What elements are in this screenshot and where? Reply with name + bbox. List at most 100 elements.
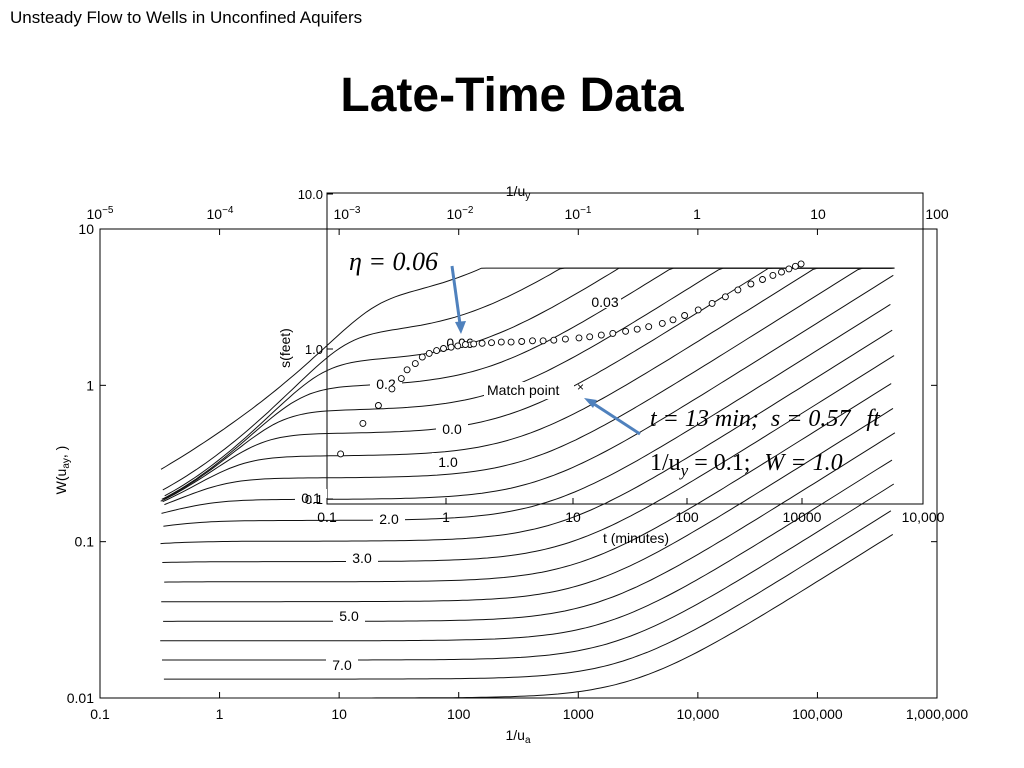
observed-point — [778, 268, 785, 276]
curve-label-bg — [436, 420, 468, 435]
observed-point — [497, 338, 505, 346]
main-x-tick-label: 1,000,000 — [906, 706, 968, 722]
type-curve-line — [162, 355, 895, 563]
observed-point — [759, 276, 766, 283]
overlay-axes: 0.1 1 10 100 10000 10,0000.11.010.0 — [298, 187, 945, 525]
observed-point — [622, 327, 630, 335]
curve-label-bg — [346, 549, 378, 564]
curve-label-bg — [333, 607, 365, 622]
main-y-tick-label: 0.01 — [67, 690, 94, 706]
main-axes: 0.1 1 10 100 1000 10,000 100,000 1,000,0000.010… — [67, 205, 969, 722]
eta-arrow-head — [455, 321, 466, 334]
observed-point — [769, 271, 777, 279]
observed-point — [791, 262, 799, 270]
type-curve-line — [164, 383, 892, 583]
match-point-marker: × — [577, 380, 584, 394]
curve-label-bg — [295, 489, 327, 504]
top-x-tick-label: 10 — [810, 206, 826, 222]
observed-point — [597, 331, 605, 339]
overlay-x-axis-title: t (minutes) — [603, 530, 669, 546]
overlay-y-tick-label: 10.0 — [298, 187, 323, 202]
type-curve-line — [160, 267, 893, 470]
overlay-x-tick-label: 10000 — [783, 509, 822, 525]
observed-point — [507, 338, 515, 346]
observed-point — [461, 341, 469, 349]
observed-point — [721, 293, 729, 301]
observed-point — [388, 385, 396, 393]
type-curve-line — [160, 267, 893, 502]
overlay-y-tick-label: 0.1 — [305, 492, 323, 507]
observed-point — [411, 360, 419, 368]
top-x-tick-label: 10−5 — [87, 205, 114, 222]
curve-label: 3.0 — [352, 550, 372, 566]
top-x-axis-title: 1/uy — [506, 183, 530, 202]
main-plot-frame — [99, 228, 938, 699]
observed-point — [518, 338, 526, 345]
main-y-tick-label: 0.1 — [75, 534, 95, 550]
observed-point — [561, 335, 569, 343]
curve-label: 7.0 — [332, 657, 352, 673]
match-point-label: Match point — [487, 382, 559, 398]
observed-point — [447, 343, 455, 351]
curve-label: 2.0 — [379, 511, 399, 527]
observed-point — [397, 375, 405, 383]
type-curve-line — [162, 267, 895, 503]
type-curve-line — [180, 533, 894, 699]
top-x-tick-label: 1 — [693, 206, 701, 222]
observed-point — [529, 337, 536, 345]
main-y-tick-label: 10 — [78, 221, 94, 237]
observed-point — [470, 340, 478, 348]
top-x-tick-label: 100 — [925, 206, 949, 222]
observed-drawdown-points — [337, 260, 805, 458]
overlay-y-axis-title: s(feet) — [277, 328, 293, 368]
observed-point — [633, 325, 641, 333]
main-x-tick-label: 1000 — [563, 706, 594, 722]
overlay-x-tick-label: 0.1 — [317, 509, 337, 525]
observed-point — [669, 316, 677, 324]
match-u-annotation: 1/uy = 0.1; W = 1.0 — [650, 450, 843, 480]
observed-point — [575, 334, 583, 342]
curve-labels: 0.030.060.20.01.00.12.03.05.07.0 — [295, 293, 621, 673]
type-curve-line — [163, 432, 896, 622]
eta-arrow-shaft — [450, 265, 462, 325]
observed-point — [440, 345, 447, 352]
observed-point — [478, 339, 486, 347]
curve-label-bg — [326, 656, 358, 671]
main-x-tick-label: 100 — [447, 706, 471, 722]
overlay-x-tick-label: 10 — [565, 509, 581, 525]
curve-label: 0.1 — [301, 490, 321, 506]
observed-point — [550, 336, 558, 344]
top-x-tick-label: 10−1 — [565, 205, 592, 222]
main-x-tick-label: 10 — [331, 706, 347, 722]
type-curve-line — [162, 483, 895, 661]
observed-point — [645, 323, 653, 331]
type-curve-line — [163, 303, 891, 527]
type-curve-line — [163, 510, 892, 680]
observed-point — [658, 319, 666, 327]
match-time-annotation: t = 13 min; s = 0.57 ft — [650, 406, 881, 432]
observed-point — [586, 333, 594, 341]
type-curve-line — [161, 407, 894, 603]
observed-point — [418, 353, 426, 361]
observed-point — [785, 265, 793, 273]
match-point-label-bg — [484, 382, 574, 399]
curve-label: 0.0 — [442, 421, 462, 437]
curve-label-bg — [589, 293, 621, 308]
main-x-tick-label: 0.1 — [90, 706, 110, 722]
overlay-x-tick-label: 10,000 — [902, 509, 945, 525]
slide-header: Unsteady Flow to Wells in Unconfined Aqu… — [10, 8, 363, 27]
observed-point — [403, 366, 411, 374]
type-curve-line — [164, 267, 892, 506]
main-y-tick-label: 1 — [86, 377, 94, 393]
main-x-tick-label: 100,000 — [792, 706, 843, 722]
observed-point — [433, 347, 441, 355]
main-y-axis-title: W(uay, ) — [53, 446, 72, 495]
overlay-x-tick-label: 100 — [675, 509, 699, 525]
curve-label: 1.0 — [438, 454, 458, 470]
curve-label: 0.03 — [591, 294, 618, 310]
match-arrow-head — [584, 398, 597, 408]
overlay-x-tick-label: 1 — [442, 509, 450, 525]
curve-label-bg — [432, 453, 464, 468]
top-x-tick-label: 10−4 — [207, 205, 234, 222]
